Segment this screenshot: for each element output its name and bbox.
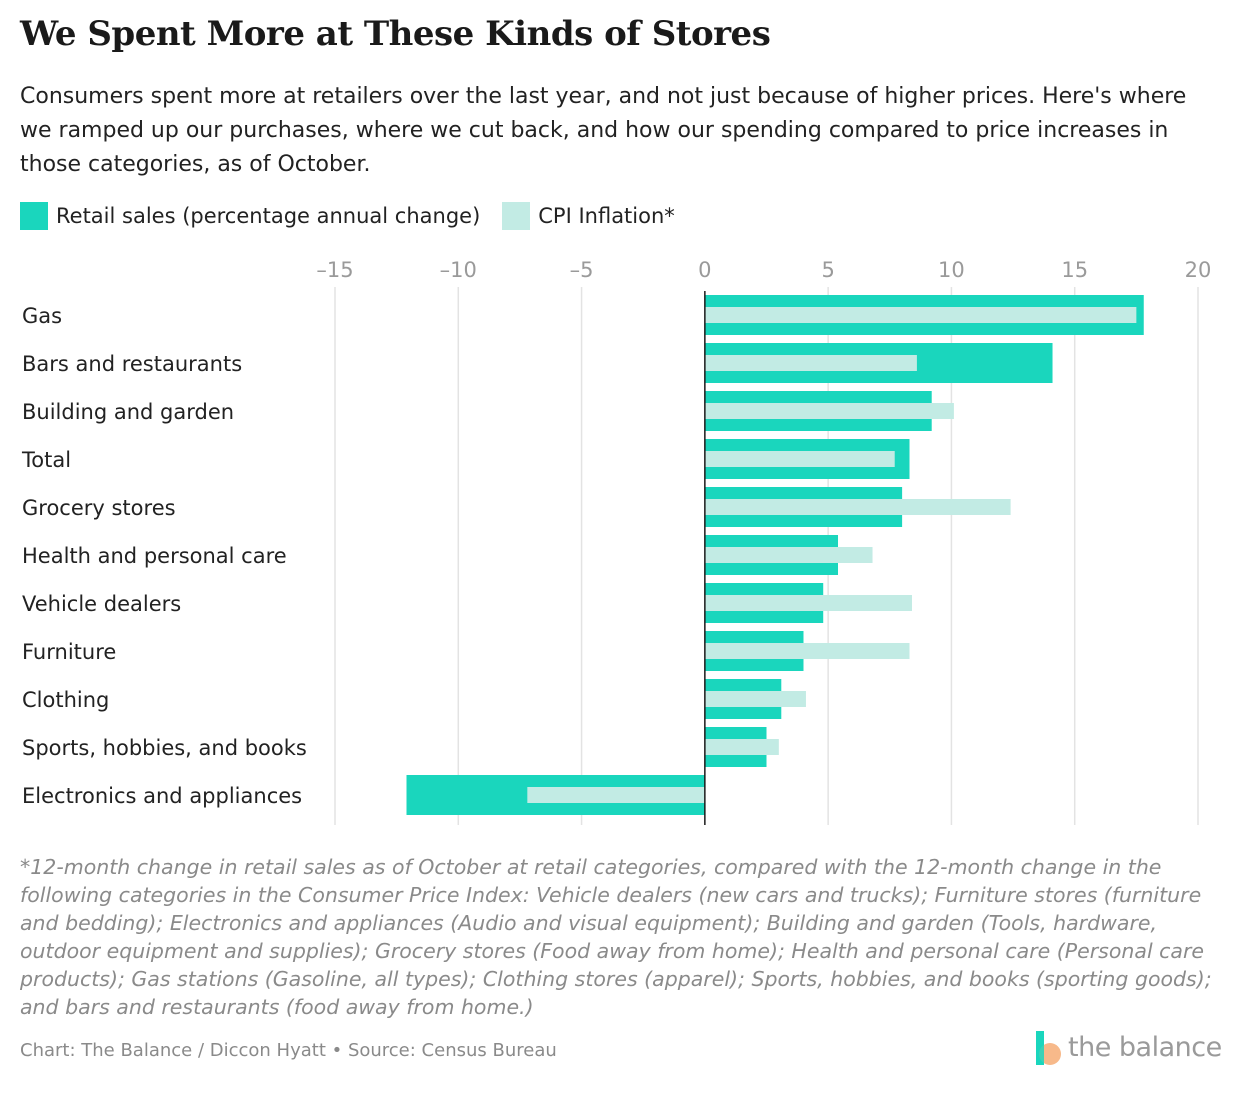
x-tick-label: 0 bbox=[698, 258, 711, 282]
chart-title: We Spent More at These Kinds of Stores bbox=[20, 14, 771, 54]
cpi-bar bbox=[704, 691, 806, 707]
category-label: Gas bbox=[22, 304, 62, 328]
chart-subtitle: Consumers spent more at retailers over t… bbox=[20, 84, 1187, 177]
legend-item-cpi: CPI Inflation* bbox=[502, 202, 675, 230]
x-tick-label: –15 bbox=[316, 258, 353, 282]
cpi-bar bbox=[704, 595, 912, 611]
logo-text: the balance bbox=[1068, 1032, 1222, 1063]
category-label: Total bbox=[21, 448, 71, 472]
category-label: Clothing bbox=[22, 688, 109, 712]
category-label: Grocery stores bbox=[22, 496, 176, 520]
legend-label-cpi: CPI Inflation* bbox=[538, 204, 675, 228]
category-label: Vehicle dealers bbox=[22, 592, 181, 616]
cpi-bar bbox=[704, 307, 1137, 323]
x-tick-label: 15 bbox=[1061, 258, 1088, 282]
footnote: *12-month change in retail sales as of O… bbox=[20, 855, 1212, 1019]
x-tick-label: 10 bbox=[938, 258, 965, 282]
the-balance-logo-icon bbox=[1036, 1031, 1062, 1065]
cpi-bar bbox=[704, 739, 779, 755]
category-label: Health and personal care bbox=[22, 544, 287, 568]
cpi-bar bbox=[704, 451, 895, 467]
legend-label-retail: Retail sales (percentage annual change) bbox=[56, 204, 481, 228]
cpi-bar bbox=[704, 547, 873, 563]
category-label: Building and garden bbox=[22, 400, 234, 424]
legend-swatch-retail bbox=[20, 202, 48, 230]
chart-legend: Retail sales (percentage annual change) … bbox=[20, 202, 697, 230]
cpi-bar bbox=[704, 499, 1011, 515]
category-label: Electronics and appliances bbox=[22, 784, 302, 808]
legend-item-retail: Retail sales (percentage annual change) bbox=[20, 202, 480, 230]
category-label: Bars and restaurants bbox=[22, 352, 242, 376]
x-tick-label: 20 bbox=[1185, 258, 1212, 282]
cpi-bar bbox=[704, 355, 917, 371]
x-tick-label: 5 bbox=[821, 258, 834, 282]
chart-credit: Chart: The Balance / Diccon Hyatt • Sour… bbox=[20, 1040, 557, 1061]
category-label: Furniture bbox=[22, 640, 116, 664]
bar-chart: –15 –10 –5 0 5 10 15 20 Gas Bars and restaurants B… bbox=[21, 258, 1212, 825]
x-tick-label: –10 bbox=[440, 258, 477, 282]
cpi-bar bbox=[704, 643, 910, 659]
category-label: Sports, hobbies, and books bbox=[22, 736, 307, 760]
x-tick-label: –5 bbox=[570, 258, 594, 282]
the-balance-logo: the balance bbox=[1036, 1031, 1222, 1065]
cpi-bar bbox=[704, 403, 954, 419]
cpi-bar bbox=[527, 787, 705, 803]
legend-swatch-cpi bbox=[502, 202, 531, 230]
